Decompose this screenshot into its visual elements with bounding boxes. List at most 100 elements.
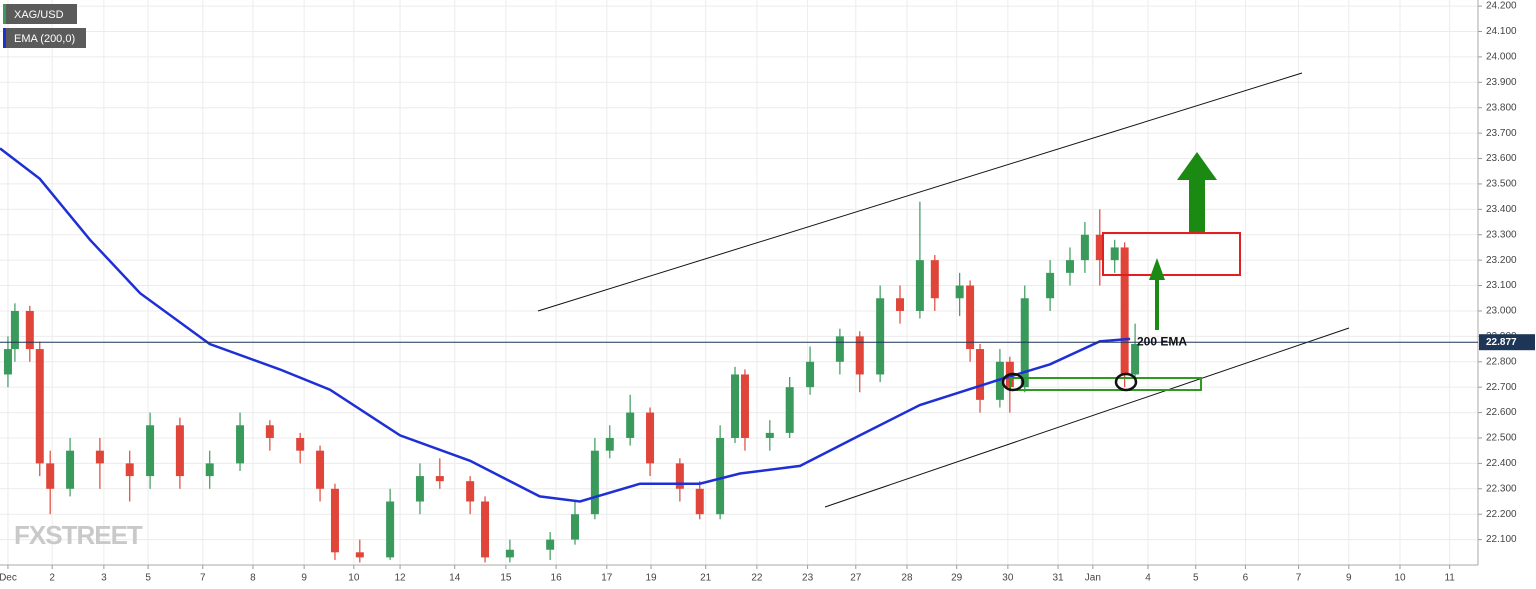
candle-body (355, 552, 364, 558)
candle-body (605, 437, 614, 451)
candle-body (316, 450, 325, 489)
y-tick-label: 23.700 (1486, 128, 1517, 139)
candle-body (466, 481, 475, 502)
resistance-zone (1102, 232, 1241, 276)
candle-body (785, 387, 794, 433)
candle-body (296, 437, 305, 451)
candle-body (716, 437, 725, 515)
y-tick-label: 23.200 (1486, 255, 1517, 266)
candle-body (915, 260, 924, 311)
x-tick-label: 23 (802, 573, 814, 584)
x-tick-label: 11 (1444, 573, 1455, 584)
y-tick-label: 22.200 (1486, 509, 1517, 520)
y-tick-label: 22.700 (1486, 382, 1517, 393)
watermark: FXSTREET (14, 520, 143, 550)
overlay: 22.100 22.200 22.300 22.400 22.500 22.600 22.7… (0, 1, 1535, 545)
candle-body (205, 463, 214, 477)
candle-body (3, 349, 12, 375)
x-tick-label: 14 (449, 573, 461, 584)
x-tick-label: Dec (0, 573, 17, 584)
legend-label: EMA (200,0) (14, 33, 75, 45)
x-tick-label: 19 (645, 573, 657, 584)
x-tick-label: 10 (348, 573, 360, 584)
y-tick-label: 24.100 (1486, 26, 1517, 37)
x-tick-label: 10 (1394, 573, 1406, 584)
candle-body (1046, 272, 1055, 299)
x-tick-label: 15 (500, 573, 512, 584)
candle-body (966, 285, 975, 350)
plot (0, 147, 1140, 563)
y-tick-label: 23.000 (1486, 306, 1517, 317)
x-tick-label: 2 (49, 573, 55, 584)
trend-line (537, 72, 1303, 312)
candle-body (955, 285, 964, 299)
y-tick-label: 23.600 (1486, 153, 1517, 164)
x-tick-label: 7 (200, 573, 206, 584)
candle-body (25, 310, 34, 350)
legend-swatch (3, 28, 6, 48)
y-tick-label: 22.100 (1486, 534, 1517, 545)
legend-label: XAG/USD (14, 9, 64, 21)
candle-body (765, 432, 774, 438)
x-tick-label: 6 (1243, 573, 1249, 584)
candle-body (505, 549, 514, 558)
candle-body (1131, 343, 1140, 375)
y-tick-label: 23.800 (1486, 102, 1517, 113)
candle-body (876, 298, 885, 375)
x-tick-label: 9 (301, 573, 307, 584)
x-tick-label: 9 (1346, 573, 1352, 584)
x-tick-label: 27 (850, 573, 862, 584)
y-tick-label: 22.600 (1486, 407, 1517, 418)
candle-body (731, 374, 740, 438)
arrow-up (1177, 152, 1217, 232)
candle-body (95, 450, 104, 464)
y-tick-label: 23.900 (1486, 77, 1517, 88)
candle-body (546, 539, 555, 550)
last-price-label: 22.877 (1486, 337, 1517, 348)
candle-body (590, 450, 599, 515)
y-tick-label: 23.400 (1486, 204, 1517, 215)
candle-body (481, 501, 490, 558)
candle-body (995, 361, 1004, 400)
annotation: 200 EMA (1137, 334, 1187, 348)
candle-body (66, 450, 75, 489)
candle-body (265, 425, 274, 438)
y-tick-label: 23.300 (1486, 229, 1517, 240)
candle-body (125, 463, 134, 477)
legend-box (3, 4, 77, 24)
y-tick-label: 23.500 (1486, 179, 1517, 190)
x-tick-label: 17 (601, 573, 613, 584)
candle-body (146, 425, 155, 477)
y-tick-label: 22.400 (1486, 458, 1517, 469)
x-tick-label: 12 (395, 573, 407, 584)
candle-body (1110, 247, 1119, 261)
legend-swatch (3, 4, 6, 24)
support-zone (1009, 377, 1202, 391)
candle-body (896, 298, 905, 311)
y-tick-label: 24.200 (1486, 1, 1517, 12)
arrow-up (1149, 258, 1165, 330)
y-tick-label: 22.300 (1486, 483, 1517, 494)
candle-body (1020, 298, 1029, 388)
y-tick-label: 23.100 (1486, 280, 1517, 291)
candle-body (930, 260, 939, 299)
candle-body (1095, 234, 1104, 261)
x-tick-label: 5 (145, 573, 151, 584)
y-tick-label: 22.800 (1486, 356, 1517, 367)
plot-background (0, 0, 1478, 565)
candle-body (1080, 234, 1089, 261)
candle-body (740, 374, 749, 438)
circle-marker (1001, 372, 1025, 392)
candle-body (976, 349, 985, 400)
candle-body (35, 349, 44, 464)
x-tick-label: 5 (1193, 573, 1199, 584)
ema-line (0, 147, 1131, 503)
candle-body (435, 476, 444, 482)
x-tick-label: 4 (1145, 573, 1151, 584)
x-tick-label: 31 (1052, 573, 1064, 584)
candle-body (675, 463, 684, 489)
legend: XAG/USD EMA (200,0) (3, 4, 86, 48)
y-tick-label: 24.000 (1486, 52, 1517, 63)
